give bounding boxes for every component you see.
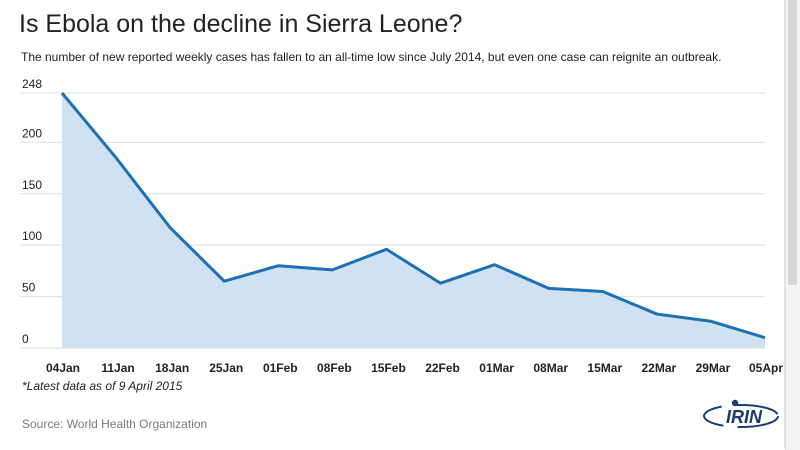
x-tick-label-04Jan: 04Jan — [46, 361, 80, 375]
x-tick-label-05Apr: 05Apr — [749, 361, 783, 375]
data-note: *Latest data as of 9 April 2015 — [22, 379, 183, 393]
series-line-group — [60, 92, 766, 340]
y-tick-label-248: 248 — [22, 77, 42, 91]
y-tick-label-100: 100 — [22, 229, 42, 243]
x-tick-label-18Jan: 18Jan — [155, 361, 189, 375]
y-tick-label-50: 50 — [22, 281, 36, 295]
y-tick-label-200: 200 — [22, 126, 42, 140]
x-tick-label-22Mar: 22Mar — [642, 361, 677, 375]
x-tick-label-11Jan: 11Jan — [101, 361, 134, 375]
logo-text: IRIN — [726, 407, 763, 427]
scrollbar-thumb[interactable] — [788, 0, 797, 285]
x-tick-label-08Mar: 08Mar — [533, 361, 568, 375]
x-tick-label-01Mar: 01Mar — [479, 361, 514, 375]
x-tick-label-15Mar: 15Mar — [587, 361, 622, 375]
x-tick-label-25Jan: 25Jan — [209, 361, 243, 375]
y-tick-label-150: 150 — [22, 178, 42, 192]
x-tick-label-08Feb: 08Feb — [317, 361, 352, 375]
chart-title: Is Ebola on the decline in Sierra Leone? — [19, 10, 463, 38]
y-axis-labels: 0 50 100 150 200 248 — [22, 77, 42, 346]
logo-swoosh — [703, 404, 779, 428]
series-line — [60, 92, 766, 340]
logo-dot — [731, 399, 739, 407]
irin-logo: IRIN — [703, 399, 779, 428]
scrollbar[interactable] — [785, 0, 800, 450]
area-chart: 0 50 100 150 200 248 04Jan 11Jan 18Jan 25Jan 01Fe… — [20, 77, 783, 375]
x-tick-label-01Feb: 01Feb — [263, 361, 298, 375]
x-tick-label-29Mar: 29Mar — [696, 361, 731, 375]
area-fill — [62, 93, 765, 348]
x-tick-label-15Feb: 15Feb — [371, 361, 406, 375]
y-tick-label-0: 0 — [22, 332, 29, 346]
chart-subtitle: The number of new reported weekly cases … — [21, 50, 722, 64]
x-tick-label-22Feb: 22Feb — [425, 361, 460, 375]
source-credit: Source: World Health Organization — [22, 417, 208, 431]
x-axis-labels: 04Jan 11Jan 18Jan 25Jan 01Feb 08Feb 15Feb 22Feb… — [46, 361, 783, 375]
area-fill-group — [62, 93, 765, 348]
